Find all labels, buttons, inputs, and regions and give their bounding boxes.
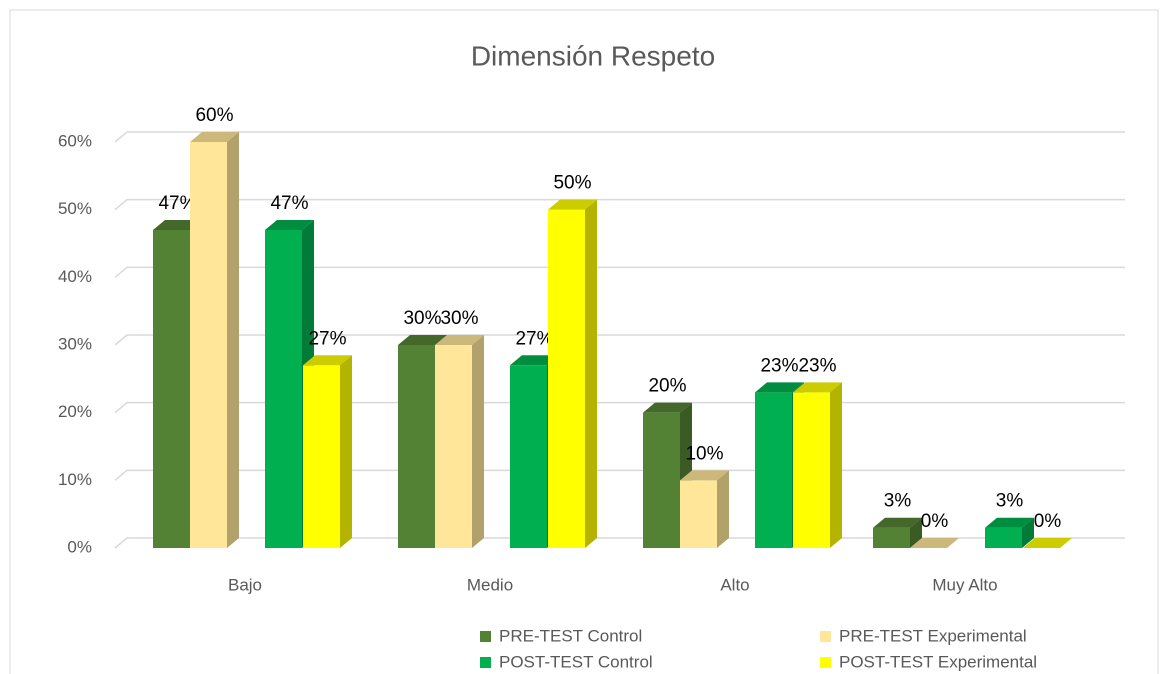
grid-line [114, 131, 1125, 143]
bar-front [793, 392, 830, 548]
bar-front [303, 365, 340, 548]
bar-side [585, 199, 597, 548]
bar-top [265, 219, 314, 230]
bar-side [340, 355, 352, 548]
bar-front [265, 229, 302, 548]
bar [793, 382, 842, 548]
bar-top [1023, 538, 1072, 548]
bar-top [153, 219, 202, 230]
x-tick-label: Alto [720, 575, 749, 594]
bar-side [1022, 517, 1034, 548]
bar-side [717, 470, 729, 548]
bar-front [153, 229, 190, 548]
bar-side [472, 335, 484, 548]
x-tick-label: Muy Alto [932, 575, 997, 594]
legend-label: POST-TEST Experimental [839, 652, 1037, 671]
bar [1023, 538, 1072, 548]
bar-top [985, 517, 1034, 528]
data-label: 23% [798, 355, 836, 376]
data-label: 20% [648, 376, 686, 397]
data-label: 3% [884, 491, 912, 512]
grid-line [114, 266, 1125, 278]
data-label: 10% [685, 443, 723, 464]
bar-front [680, 480, 717, 548]
bar-front [190, 142, 227, 548]
y-tick-label: 30% [58, 334, 92, 353]
bar-top [190, 132, 239, 142]
y-tick-label: 50% [58, 199, 92, 218]
bar-top [548, 199, 597, 210]
data-label: 27% [308, 328, 346, 349]
bar-top [398, 335, 447, 345]
legend-swatch [480, 657, 491, 668]
bar-side [910, 517, 922, 548]
bar-top [873, 517, 922, 528]
bar [873, 517, 922, 548]
bar [435, 335, 484, 548]
bar-front [985, 527, 1022, 548]
bar [303, 355, 352, 548]
bar [190, 132, 239, 548]
data-label: 47% [270, 193, 308, 214]
bar-front [548, 209, 585, 548]
legend-label: PRE-TEST Control [499, 626, 642, 645]
bar-front [510, 365, 547, 548]
bar-front [873, 527, 910, 548]
bar-front [435, 345, 472, 548]
grid-line [114, 334, 1125, 346]
y-tick-label: 40% [58, 267, 92, 286]
legend-swatch [480, 631, 491, 642]
y-tick-label: 0% [67, 537, 92, 556]
bar-side [227, 132, 239, 548]
data-label: 60% [195, 105, 233, 126]
grid-line [114, 198, 1125, 211]
bar-front [755, 392, 792, 548]
legend-label: PRE-TEST Experimental [839, 626, 1027, 645]
bar [548, 199, 597, 548]
data-label: 47% [158, 193, 196, 214]
chart-title: Dimensión Respeto [471, 40, 715, 71]
bar-top [910, 538, 959, 548]
bar [510, 355, 559, 548]
data-label: 0% [1034, 511, 1062, 532]
bar-front [643, 412, 680, 548]
data-label: 0% [921, 511, 949, 532]
data-label: 3% [996, 491, 1024, 512]
data-label: 30% [403, 308, 441, 329]
bar-top [510, 355, 559, 366]
bar-top [680, 470, 729, 481]
bar-top [435, 335, 484, 345]
y-tick-label: 20% [58, 402, 92, 421]
bar-top [303, 355, 352, 366]
bar-top [643, 402, 692, 413]
legend-swatch [820, 657, 831, 668]
bar-top [793, 382, 842, 393]
data-label: 23% [760, 355, 798, 376]
y-tick-label: 10% [58, 470, 92, 489]
bar-front [398, 345, 435, 548]
y-tick-label: 60% [58, 131, 92, 150]
bar-top [755, 382, 804, 393]
x-tick-label: Bajo [228, 575, 262, 594]
legend-swatch [820, 631, 831, 642]
legend-label: POST-TEST Control [499, 652, 653, 671]
data-label: 27% [515, 328, 553, 349]
bar [680, 470, 729, 548]
data-label: 50% [553, 173, 591, 194]
bar-side [830, 382, 842, 548]
bar [910, 538, 959, 548]
bar [985, 517, 1034, 548]
data-label: 30% [440, 308, 478, 329]
x-tick-label: Medio [467, 575, 513, 594]
